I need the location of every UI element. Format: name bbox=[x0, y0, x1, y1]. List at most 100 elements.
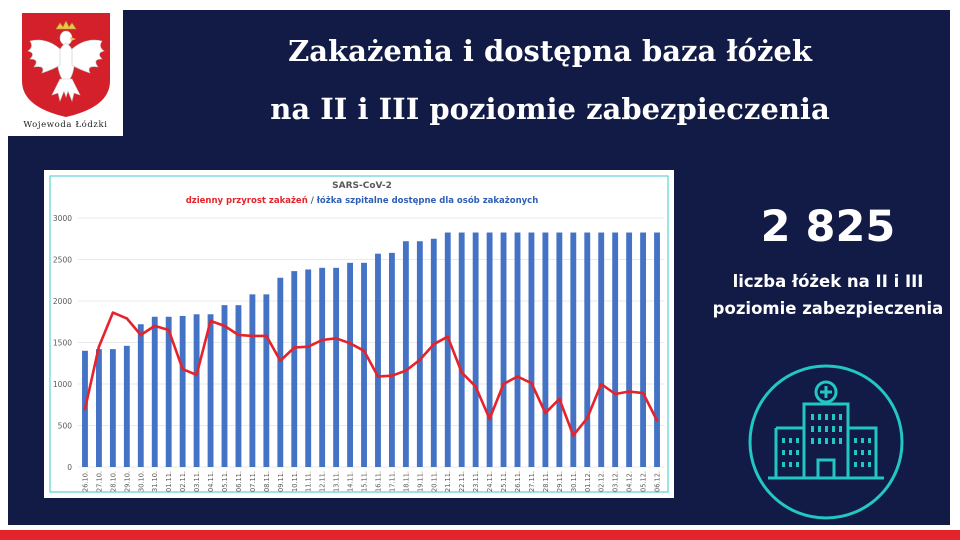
line-point bbox=[125, 317, 129, 320]
line-point bbox=[613, 392, 617, 396]
line-point bbox=[334, 337, 338, 340]
line-point bbox=[111, 311, 115, 314]
line-point bbox=[306, 345, 310, 348]
line-point bbox=[544, 411, 547, 415]
line-point bbox=[139, 333, 143, 337]
chart-subtitle: dzienny przyrost zakażeń / łóżka szpital… bbox=[186, 195, 539, 206]
bar bbox=[612, 232, 619, 467]
line-point bbox=[223, 324, 226, 328]
hospital-icon bbox=[748, 364, 904, 520]
x-tick-label: 29.10. bbox=[123, 471, 131, 492]
bar bbox=[333, 267, 340, 467]
chart-title: SARS-CoV-2 bbox=[332, 181, 392, 191]
x-tick-label: 26.10. bbox=[81, 471, 89, 492]
bar bbox=[137, 324, 144, 467]
bar bbox=[319, 267, 326, 467]
x-tick-label: 02.12. bbox=[598, 471, 606, 492]
x-tick-label: 01.11. bbox=[165, 471, 173, 492]
x-tick-label: 12.11. bbox=[319, 471, 327, 492]
line-point bbox=[488, 417, 491, 421]
bar bbox=[500, 232, 507, 467]
bar bbox=[542, 232, 549, 467]
bar bbox=[626, 232, 633, 467]
line-point bbox=[320, 338, 324, 342]
bar bbox=[486, 232, 493, 467]
x-tick-label: 25.11. bbox=[500, 471, 508, 492]
line-point bbox=[292, 346, 296, 349]
y-tick-label: 3000 bbox=[53, 214, 72, 223]
bar bbox=[263, 294, 270, 467]
bar bbox=[291, 271, 298, 467]
line-point bbox=[530, 381, 533, 385]
x-tick-label: 07.11. bbox=[249, 471, 257, 492]
y-tick-label: 1000 bbox=[53, 380, 72, 389]
x-tick-label: 23.11. bbox=[472, 471, 480, 492]
bar bbox=[472, 232, 479, 467]
line-point bbox=[195, 373, 198, 377]
line-point bbox=[418, 358, 422, 362]
x-tick-label: 20.11. bbox=[430, 471, 438, 492]
y-tick-label: 2000 bbox=[53, 297, 72, 306]
line-point bbox=[362, 349, 366, 353]
x-tick-label: 31.10. bbox=[151, 471, 159, 492]
y-tick-label: 0 bbox=[67, 463, 72, 472]
x-tick-label: 16.11. bbox=[374, 471, 382, 492]
bar bbox=[361, 262, 367, 467]
bar bbox=[416, 241, 423, 467]
bar bbox=[221, 305, 228, 467]
line-point bbox=[83, 407, 87, 411]
bar bbox=[109, 349, 116, 467]
x-tick-label: 26.11. bbox=[514, 471, 522, 492]
line-point bbox=[265, 334, 268, 338]
subtitle-separator: / bbox=[308, 196, 317, 206]
bar bbox=[235, 305, 242, 467]
line-point bbox=[460, 371, 463, 374]
x-tick-label: 02.11. bbox=[179, 471, 187, 492]
x-tick-label: 06.11. bbox=[235, 471, 243, 492]
x-tick-label: 05.11. bbox=[221, 471, 229, 492]
x-tick-label: 28.11. bbox=[542, 471, 550, 492]
x-tick-label: 17.11. bbox=[388, 471, 396, 492]
bar bbox=[151, 316, 158, 467]
x-tick-label: 14.11. bbox=[347, 471, 355, 492]
bar bbox=[375, 253, 381, 467]
subtitle-blue: łóżka szpitalne dostępne dla osób zakażo… bbox=[316, 195, 538, 206]
line-point bbox=[558, 397, 561, 401]
bar bbox=[277, 277, 284, 467]
bar bbox=[430, 238, 437, 467]
x-tick-label: 08.11. bbox=[263, 471, 271, 492]
x-tick-label: 09.11. bbox=[277, 471, 285, 492]
page-title-line-2: na II i III poziomie zabezpieczenia bbox=[270, 92, 830, 126]
y-tick-label: 500 bbox=[58, 422, 73, 431]
x-tick-label: 03.12. bbox=[612, 471, 620, 492]
subtitle-red: dzienny przyrost zakażeń bbox=[186, 196, 308, 206]
bar bbox=[514, 232, 521, 467]
line-point bbox=[237, 333, 240, 337]
line-point bbox=[376, 375, 380, 378]
bar bbox=[598, 232, 605, 467]
bar bbox=[123, 345, 130, 467]
x-tick-label: 05.12. bbox=[640, 471, 648, 492]
bar bbox=[207, 314, 214, 467]
x-tick-label: 06.12. bbox=[654, 471, 662, 492]
x-tick-label: 28.10. bbox=[109, 471, 117, 492]
line-point bbox=[446, 335, 450, 338]
bar bbox=[570, 232, 577, 467]
line-point bbox=[599, 382, 603, 386]
x-tick-label: 30.10. bbox=[137, 471, 145, 492]
x-tick-label: 19.11. bbox=[416, 471, 424, 492]
line-point bbox=[153, 324, 157, 328]
bar bbox=[193, 314, 200, 467]
x-tick-label: 27.10. bbox=[95, 471, 103, 492]
line-point bbox=[404, 369, 408, 373]
x-tick-label: 10.11. bbox=[291, 471, 299, 492]
chart-box: SARS-CoV-2 dzienny przyrost zakażeń / łó… bbox=[44, 170, 674, 498]
line-point bbox=[432, 342, 436, 346]
bar bbox=[179, 315, 186, 467]
stat-label: liczba łóżek na II i III poziomie zabezp… bbox=[712, 272, 944, 318]
line-point bbox=[181, 367, 184, 371]
line-point bbox=[474, 385, 477, 388]
line-point bbox=[390, 374, 394, 377]
x-tick-label: 27.11. bbox=[528, 471, 536, 492]
